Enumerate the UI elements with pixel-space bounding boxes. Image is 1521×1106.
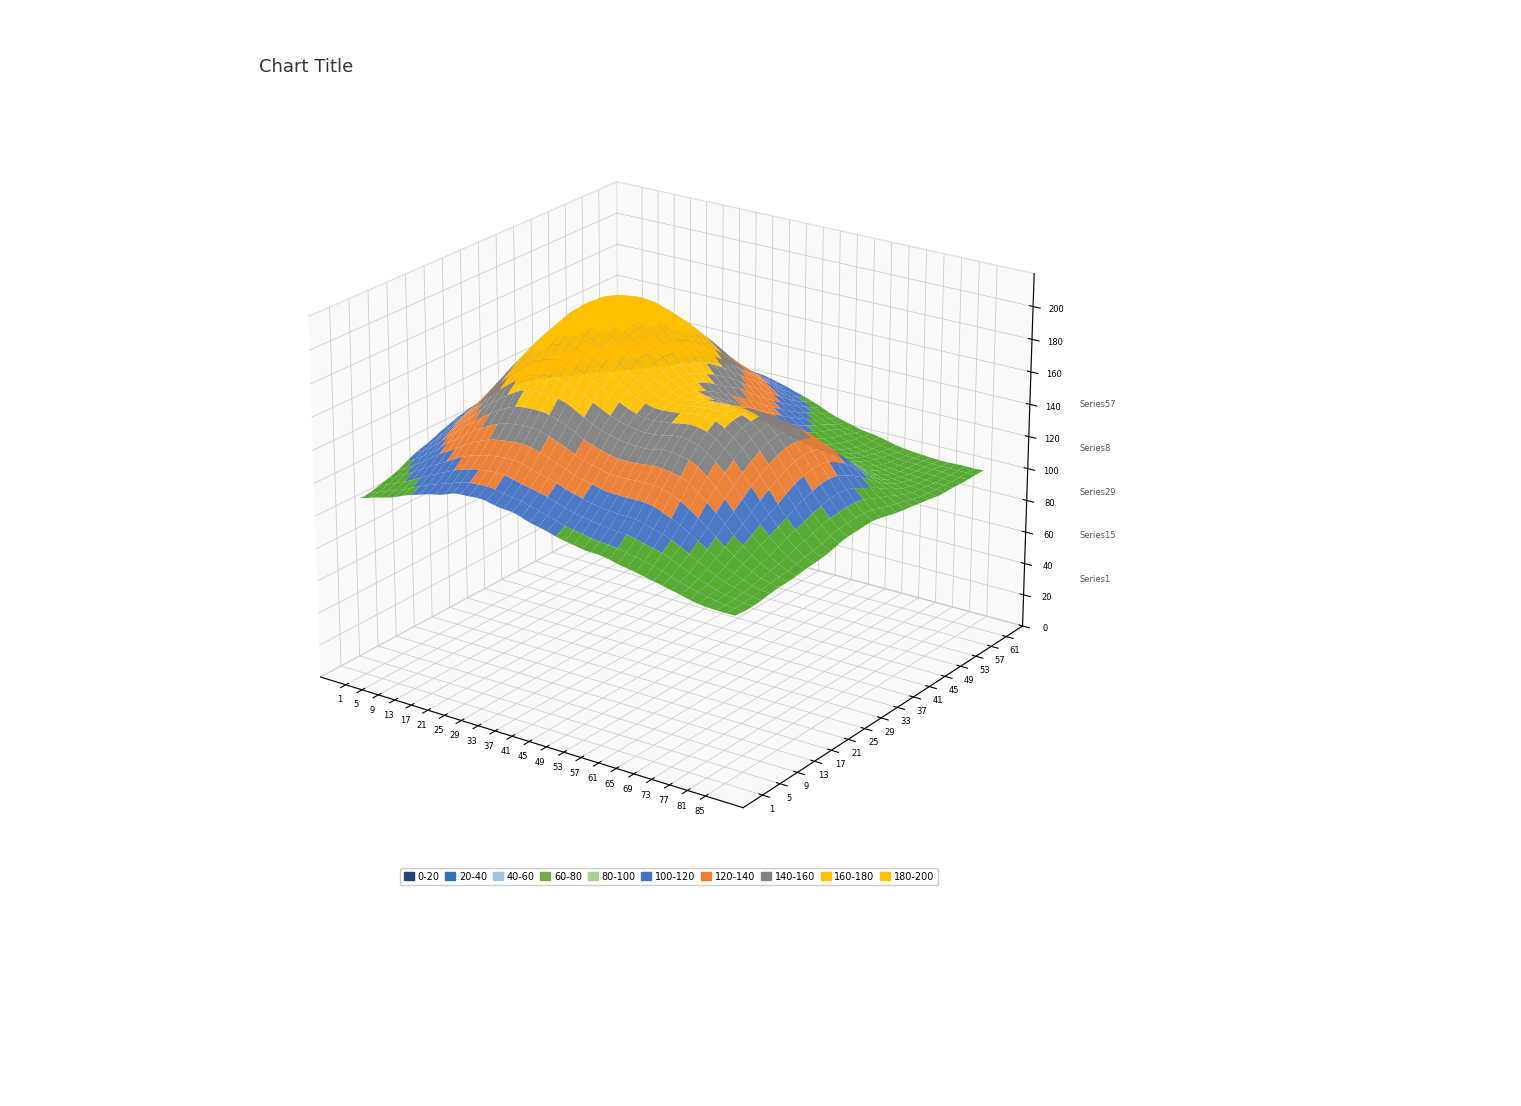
Text: Series8: Series8 [1080,444,1110,452]
Text: Chart Title: Chart Title [259,58,353,76]
Text: Series15: Series15 [1080,531,1116,541]
Text: Series29: Series29 [1080,488,1116,497]
Text: Series1: Series1 [1080,575,1110,584]
Text: Series57: Series57 [1080,400,1116,409]
Legend: 0-20, 20-40, 40-60, 60-80, 80-100, 100-120, 120-140, 140-160, 160-180, 180-200: 0-20, 20-40, 40-60, 60-80, 80-100, 100-1… [400,868,938,886]
